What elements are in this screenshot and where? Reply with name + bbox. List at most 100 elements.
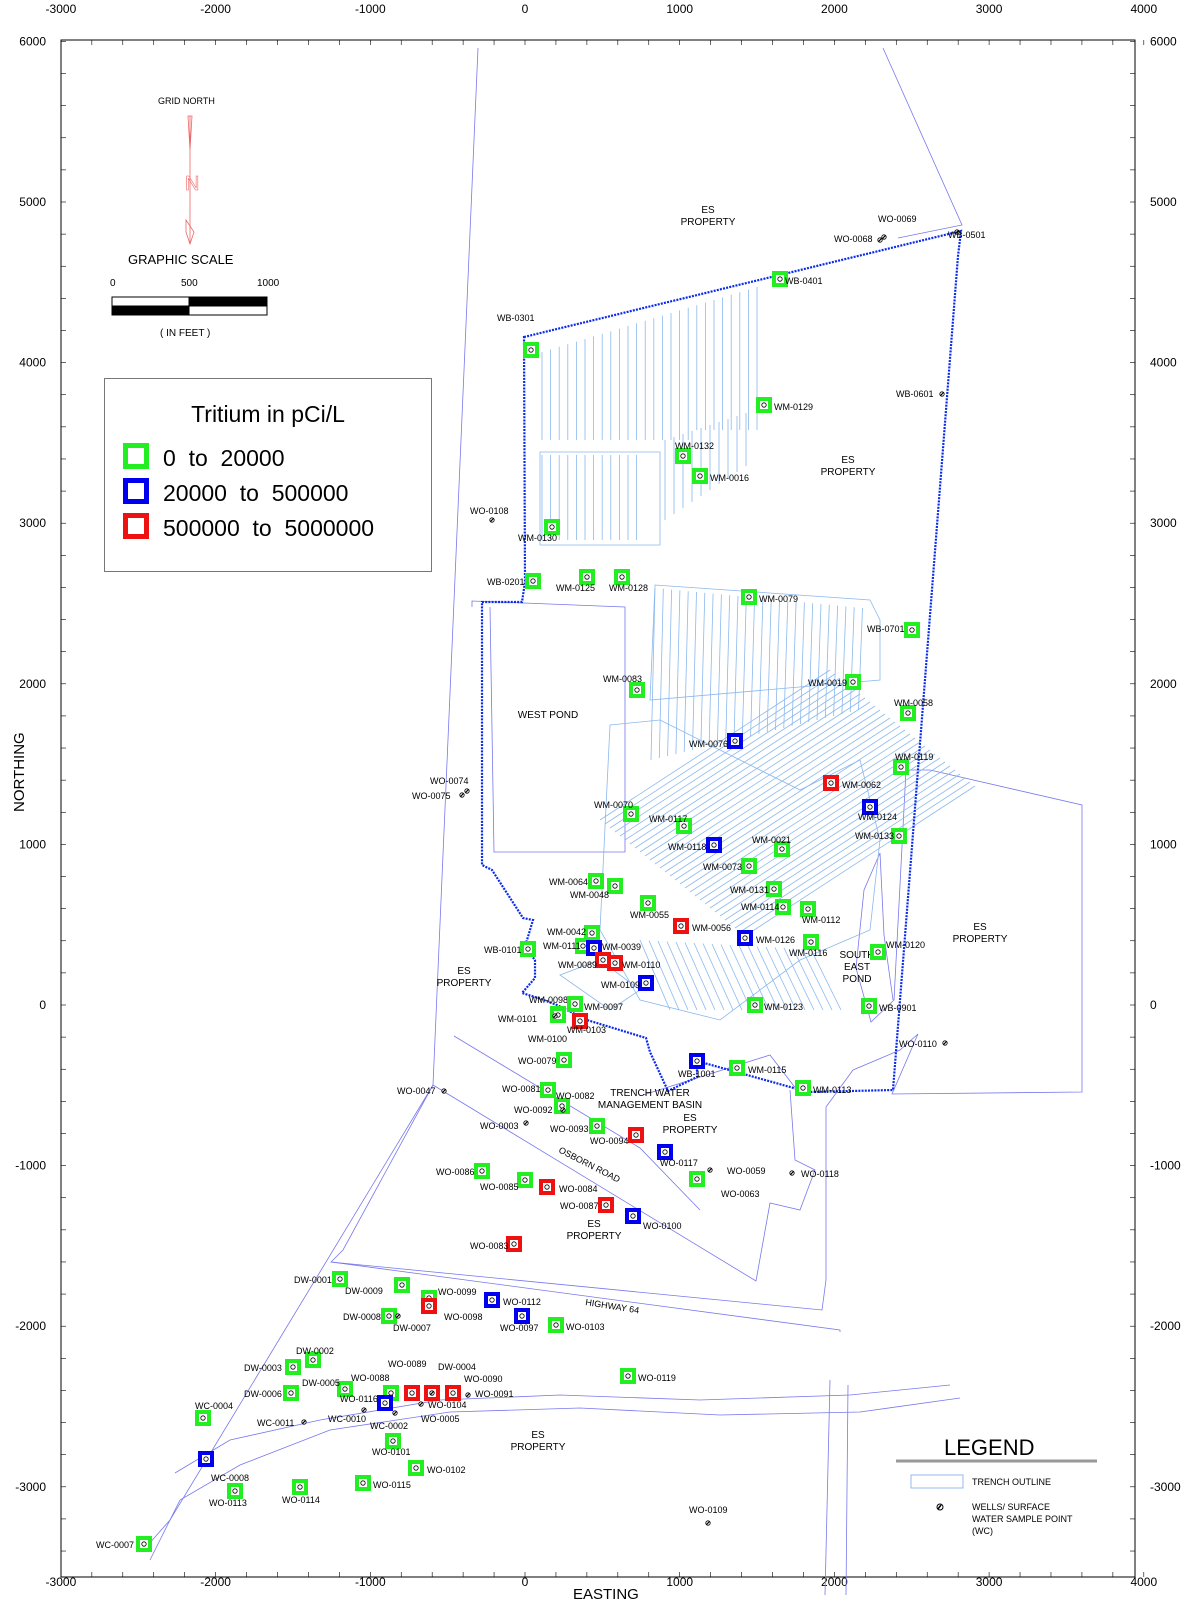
sample-point[interactable]: DW-0007: [393, 1313, 431, 1333]
well-marker[interactable]: WB-0101: [484, 941, 536, 957]
well-marker[interactable]: WO-0063: [689, 1171, 760, 1199]
well-marker[interactable]: WM-0016: [692, 468, 749, 484]
well-marker[interactable]: WO-0097: [500, 1308, 539, 1333]
well-marker[interactable]: WM-0089: [558, 952, 611, 970]
well-marker[interactable]: WM-0131: [730, 881, 782, 897]
well-marker[interactable]: WM-0110: [607, 955, 660, 971]
sample-point[interactable]: WM-0100: [528, 1013, 567, 1044]
well-marker[interactable]: WC-0007: [96, 1536, 152, 1552]
well-marker[interactable]: WM-0073: [703, 858, 757, 874]
well-marker[interactable]: WM-0103: [567, 1013, 606, 1035]
sample-point[interactable]: WO-0047: [397, 1086, 447, 1096]
well-marker[interactable]: WM-0079: [741, 589, 798, 605]
well-marker[interactable]: WM-0113: [795, 1080, 851, 1096]
well-marker[interactable]: WO-0101: [372, 1433, 411, 1457]
well-marker[interactable]: WM-0118: [668, 837, 722, 853]
well-marker[interactable]: WM-0132: [675, 441, 714, 464]
well-marker[interactable]: WO-0115: [355, 1475, 411, 1491]
sample-point[interactable]: WO-0091: [465, 1389, 514, 1399]
well-marker[interactable]: WM-0115: [729, 1060, 786, 1076]
well-marker[interactable]: WB-0901: [861, 998, 917, 1014]
well-marker[interactable]: WO-0084: [539, 1179, 598, 1195]
sample-point[interactable]: WO-0118: [789, 1169, 839, 1179]
sample-point[interactable]: WC-0002: [370, 1410, 408, 1431]
sample-point[interactable]: WC-0010: [328, 1407, 367, 1424]
sample-point[interactable]: WC-0011: [257, 1418, 307, 1428]
well-marker[interactable]: DW-0002: [296, 1346, 334, 1368]
well-marker[interactable]: WM-0042: [547, 925, 600, 941]
well-marker[interactable]: WO-0100: [625, 1208, 682, 1231]
well-marker[interactable]: WM-0111: [543, 938, 591, 954]
sample-point[interactable]: WO-0109: [689, 1505, 728, 1526]
well-marker[interactable]: WO-0094: [590, 1127, 644, 1146]
well-marker[interactable]: WC-0004: [195, 1401, 233, 1426]
well-marker[interactable]: WM-0117: [649, 814, 692, 834]
well-marker[interactable]: WM-0109: [601, 975, 654, 991]
well-marker[interactable]: WO-0086: [436, 1163, 490, 1179]
sample-point[interactable]: WO-0005: [418, 1401, 460, 1424]
well-marker[interactable]: WM-0064: [549, 873, 604, 889]
sample-point[interactable]: WO-0104: [428, 1390, 467, 1410]
well-marker[interactable]: WM-0076: [689, 733, 743, 749]
well-marker[interactable]: WB-0301: [497, 313, 539, 358]
well-marker[interactable]: WM-0058: [894, 698, 933, 721]
well-marker[interactable]: WM-0070: [594, 800, 639, 822]
well-marker[interactable]: WO-0093: [550, 1118, 605, 1134]
well-marker[interactable]: DW-0009: [345, 1277, 410, 1296]
sample-point[interactable]: WO-0068: [834, 234, 883, 244]
well-marker[interactable]: WO-0087: [560, 1197, 614, 1213]
well-marker[interactable]: WO-0079: [518, 1052, 572, 1068]
sample-point[interactable]: WO-0092: [514, 1105, 566, 1115]
well-marker[interactable]: WO-0112: [484, 1292, 541, 1308]
well-marker[interactable]: WM-0019: [808, 674, 861, 690]
well-marker[interactable]: WO-0083: [470, 1236, 522, 1252]
well-marker[interactable]: DW-0006: [244, 1385, 299, 1401]
well-marker[interactable]: WM-0120: [870, 940, 925, 960]
well-marker[interactable]: WO-0113: [209, 1483, 247, 1508]
well-marker[interactable]: WM-0039: [586, 940, 641, 956]
well-marker[interactable]: WB-0401: [772, 271, 823, 287]
well-marker[interactable]: WM-0114: [741, 899, 791, 915]
well-marker[interactable]: WM-0123: [747, 997, 803, 1013]
well-marker[interactable]: WM-0128: [609, 569, 648, 593]
well-marker[interactable]: WO-0102: [408, 1460, 466, 1476]
well-marker[interactable]: WO-0081: [502, 1082, 556, 1098]
well-marker[interactable]: WM-0116: [789, 934, 827, 958]
well-marker[interactable]: WM-0062: [823, 775, 881, 791]
well-marker[interactable]: DW-0005: [302, 1378, 353, 1397]
sample-point[interactable]: WO-0003: [480, 1120, 529, 1131]
well-marker[interactable]: WM-0055: [630, 895, 669, 920]
sample-point[interactable]: WO-0075: [412, 791, 465, 801]
well-marker[interactable]: WB-0701: [867, 622, 920, 638]
well-marker[interactable]: WO-0117: [657, 1144, 698, 1168]
well-marker[interactable]: WM-0021: [752, 835, 791, 857]
well-marker[interactable]: WB-1001: [678, 1053, 716, 1079]
well-marker[interactable]: WB-0201: [487, 573, 541, 589]
sample-point[interactable]: WO-0074: [430, 776, 470, 794]
well-marker[interactable]: WM-0056: [673, 918, 731, 934]
well-marker[interactable]: WM-0083: [603, 674, 645, 698]
well-marker[interactable]: WM-0097: [567, 996, 623, 1012]
sample-point[interactable]: WB-0501: [948, 229, 986, 240]
well-marker[interactable]: WM-0119: [893, 752, 933, 775]
well-marker[interactable]: DW-0008: [343, 1308, 397, 1324]
well-marker[interactable]: WM-0112: [800, 901, 840, 925]
well-marker[interactable]: DW-0003: [244, 1359, 301, 1375]
well-marker[interactable]: WO-0090: [445, 1374, 503, 1401]
sample-point[interactable]: WO-0108: [470, 506, 509, 523]
sample-point[interactable]: WO-0110: [899, 1039, 948, 1049]
well-marker[interactable]: WO-0114: [282, 1479, 320, 1505]
well-marker[interactable]: WM-0129: [756, 397, 813, 413]
well-marker[interactable]: DW-0001: [294, 1271, 348, 1287]
well-marker[interactable]: WO-0116: [340, 1394, 393, 1411]
well-marker[interactable]: WO-0085: [480, 1172, 533, 1192]
well-marker[interactable]: WO-0089: [388, 1359, 427, 1401]
well-marker[interactable]: WC-0008: [198, 1451, 249, 1483]
well-marker[interactable]: WM-0133: [855, 828, 907, 844]
sample-point[interactable]: WO-0059: [707, 1166, 766, 1176]
sample-point[interactable]: WO-0069: [878, 214, 917, 240]
well-marker[interactable]: WO-0119: [620, 1368, 676, 1384]
well-marker[interactable]: WM-0126: [737, 930, 795, 946]
well-marker[interactable]: WM-0124: [858, 799, 897, 822]
well-marker[interactable]: WM-0125: [556, 569, 595, 593]
